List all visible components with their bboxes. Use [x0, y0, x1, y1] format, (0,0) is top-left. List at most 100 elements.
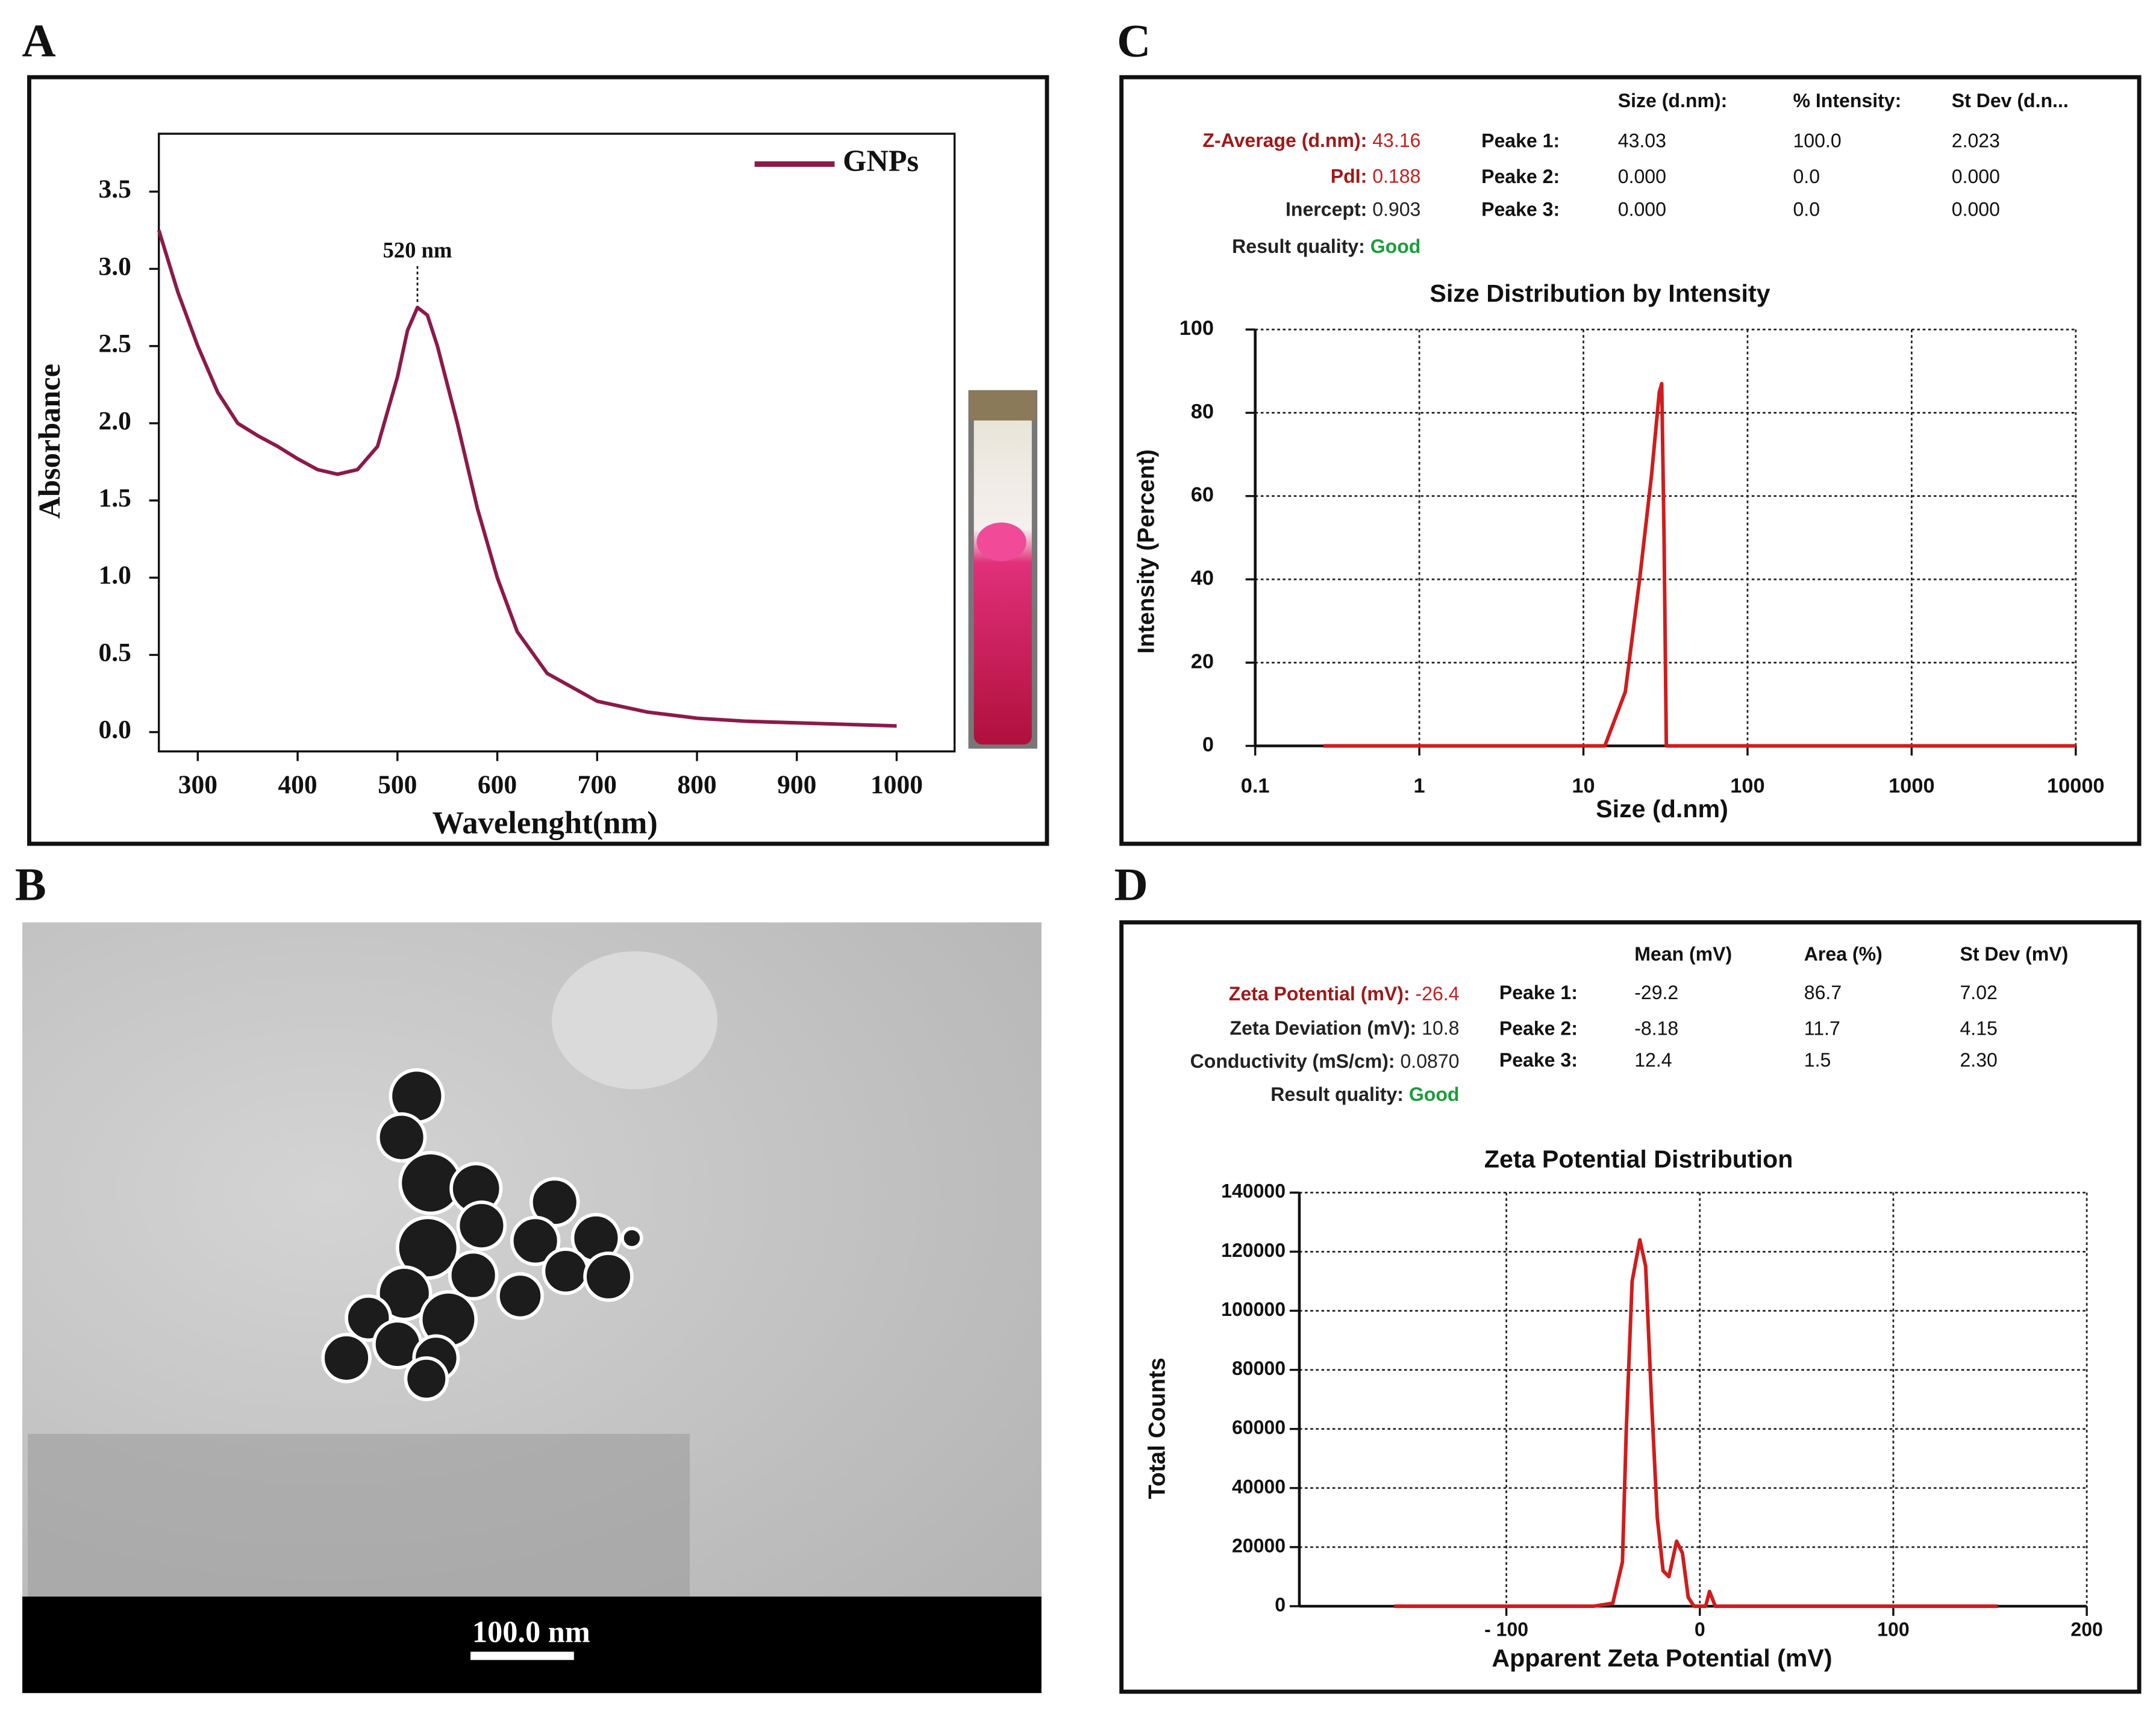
- y-tick-label: 2.5: [99, 329, 131, 358]
- summary-value: 0.903: [1372, 199, 1420, 220]
- summary-value: Good: [1370, 236, 1421, 258]
- panel-label: C: [1117, 14, 1151, 66]
- table-cell: 86.7: [1804, 982, 1842, 1003]
- y-tick-label: 140000: [1221, 1180, 1286, 1202]
- table-header: Area (%): [1804, 943, 1883, 965]
- summary-row: Zeta Potential (mV): -26.4: [1229, 983, 1460, 1005]
- y-tick-label: 40000: [1232, 1476, 1286, 1497]
- panel-frame: [1119, 920, 2142, 1694]
- summary-row: PdI: 0.188: [1331, 166, 1421, 187]
- summary-row: Zeta Deviation (mV): 10.8: [1230, 1018, 1460, 1039]
- summary-gap: [1367, 199, 1372, 220]
- table-cell: 0.000: [1952, 166, 2000, 187]
- summary-value: 0.188: [1372, 166, 1420, 187]
- y-axis-label: Absorbance: [33, 364, 66, 519]
- chart-title: Size Distribution by Intensity: [1430, 279, 1770, 307]
- y-tick-label: 20000: [1232, 1535, 1286, 1556]
- x-tick-label: 300: [178, 770, 217, 799]
- annotation: 520 nm: [383, 237, 452, 262]
- summary-label: Conductivity (mS/cm):: [1190, 1051, 1395, 1073]
- y-tick-label: 0: [1275, 1594, 1286, 1615]
- summary-label: Z-Average (d.nm):: [1202, 129, 1367, 151]
- x-tick-label: 100: [1730, 774, 1764, 797]
- x-tick-label: 200: [2070, 1619, 2102, 1641]
- summary-value: Good: [1409, 1083, 1460, 1105]
- summary-row: Inercept: 0.903: [1286, 199, 1420, 220]
- y-tick-label: 60: [1191, 484, 1214, 506]
- summary-label: Zeta Potential (mV):: [1229, 983, 1410, 1005]
- x-tick-label: 0: [1695, 1619, 1705, 1641]
- x-tick-label: 100: [1877, 1619, 1909, 1641]
- y-tick-label: 100000: [1221, 1298, 1286, 1320]
- y-tick-label: 0: [1202, 734, 1214, 756]
- summary-gap: [1367, 129, 1372, 151]
- data-line: [1394, 1238, 1998, 1608]
- x-tick-label: 700: [578, 770, 617, 799]
- x-tick-label: 500: [378, 770, 417, 799]
- table-cell: 11.7: [1804, 1018, 1840, 1039]
- x-tick-label: 1000: [1889, 774, 1934, 797]
- table-cell: 0.0: [1793, 166, 1820, 187]
- vial-photo: [968, 390, 1037, 749]
- y-tick-label: 80: [1191, 400, 1214, 423]
- table-cell: 0.000: [1618, 199, 1666, 220]
- y-tick-label: 20: [1191, 650, 1214, 673]
- y-tick-label: 0.0: [99, 715, 131, 744]
- y-axis-label: Total Counts: [1145, 1357, 1170, 1499]
- table-cell: -29.2: [1634, 982, 1678, 1003]
- table-header: St Dev (d.n...: [1952, 90, 2069, 111]
- table-cell: 12.4: [1634, 1049, 1672, 1071]
- summary-value: 10.8: [1422, 1018, 1459, 1039]
- panel-label: A: [22, 14, 55, 66]
- summary-row: Result quality: Good: [1232, 236, 1420, 258]
- panel-label: D: [1114, 858, 1148, 910]
- summary-label: Zeta Deviation (mV):: [1230, 1018, 1417, 1039]
- y-tick-label: 80000: [1232, 1357, 1286, 1379]
- data-line: [1323, 382, 2076, 748]
- row-label: Peake 1:: [1499, 982, 1578, 1003]
- x-axis-label: Apparent Zeta Potential (mV): [1492, 1644, 1832, 1672]
- tem-image: [22, 922, 1042, 1694]
- table-header: Size (d.nm):: [1618, 90, 1728, 111]
- row-label: Peake 1:: [1481, 129, 1560, 151]
- legend-label: GNPs: [843, 144, 919, 178]
- summary-label: Inercept:: [1286, 199, 1367, 220]
- x-tick-label: 900: [777, 770, 816, 799]
- table-cell: 2.023: [1952, 129, 2000, 151]
- x-tick-label: 600: [478, 770, 517, 799]
- x-axis-label: Size (d.nm): [1596, 795, 1728, 823]
- row-label: Peake 2:: [1499, 1018, 1578, 1039]
- y-tick-label: 1.5: [99, 484, 131, 513]
- summary-gap: [1365, 236, 1370, 258]
- x-tick-label: 0.1: [1241, 774, 1270, 797]
- summary-gap: [1404, 1083, 1409, 1105]
- y-tick-label: 120000: [1221, 1239, 1286, 1261]
- x-tick-label: 10000: [2047, 774, 2104, 797]
- table-cell: -8.18: [1634, 1018, 1678, 1039]
- y-tick-label: 2.0: [99, 407, 131, 435]
- y-tick-label: 100: [1180, 317, 1214, 340]
- table-header: St Dev (mV): [1960, 943, 2068, 965]
- summary-gap: [1416, 1018, 1422, 1039]
- row-label: Peake 2:: [1481, 166, 1560, 187]
- table-cell: 4.15: [1960, 1018, 1997, 1039]
- summary-label: PdI:: [1331, 166, 1367, 187]
- x-axis-label: Wavelenght(nm): [433, 805, 658, 840]
- y-tick-label: 1.0: [99, 561, 131, 590]
- x-tick-label: 400: [278, 770, 317, 799]
- summary-value: 43.16: [1372, 129, 1420, 151]
- summary-label: Result quality:: [1270, 1083, 1404, 1105]
- panel-label: B: [15, 858, 46, 910]
- row-label: Peake 3:: [1499, 1049, 1578, 1071]
- summary-gap: [1410, 983, 1416, 1005]
- x-tick-label: - 100: [1484, 1619, 1528, 1641]
- table-cell: 1.5: [1804, 1049, 1831, 1071]
- panel-frame: [27, 75, 1049, 846]
- y-tick-label: 3.0: [99, 252, 131, 281]
- plot-frame: [157, 132, 956, 753]
- tem-scale-label: 100.0 nm: [472, 1615, 590, 1649]
- summary-row: Z-Average (d.nm): 43.16: [1202, 129, 1420, 151]
- table-header: % Intensity:: [1793, 90, 1901, 111]
